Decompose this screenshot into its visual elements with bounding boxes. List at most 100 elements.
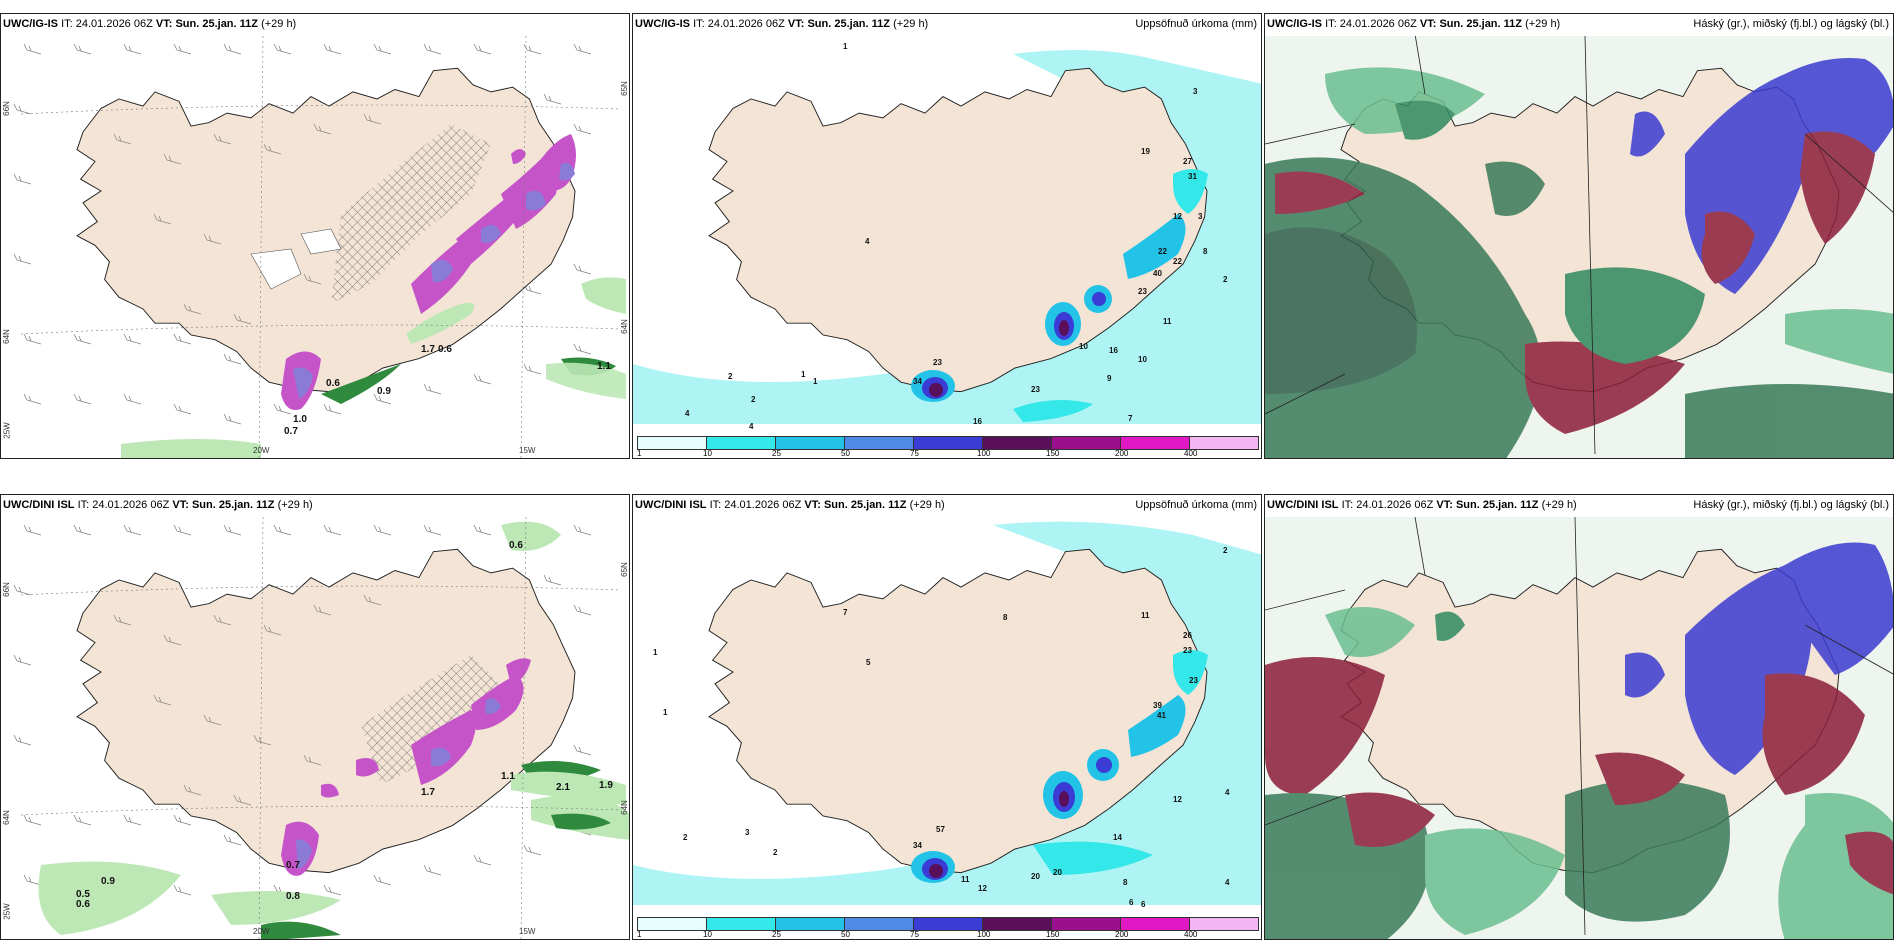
value-label: 31 xyxy=(1188,172,1197,181)
legend-swatch xyxy=(914,918,983,930)
legend-swatch xyxy=(1190,918,1258,930)
legend-tick: 50 xyxy=(841,449,850,458)
value-label: 2 xyxy=(683,833,688,842)
legend-tick: 25 xyxy=(772,449,781,458)
legend-tick: 200 xyxy=(1115,449,1129,458)
value-label: 14 xyxy=(1113,833,1122,842)
value-label: 12 xyxy=(978,884,987,893)
snow-map: 1.0 0.7 0.9 0.6 1.7 0.6 1.1 xyxy=(1,14,629,458)
init-time: 24.01.2026 06Z xyxy=(707,18,785,30)
value-label: 11 xyxy=(1141,611,1150,620)
legend-tick: 50 xyxy=(841,930,850,939)
lat-label: 66N xyxy=(1,101,11,116)
legend-tick: 100 xyxy=(977,449,991,458)
value-label: 23 xyxy=(1183,646,1192,655)
value-label: 10 xyxy=(1138,355,1147,364)
value-label: 3 xyxy=(1198,212,1203,221)
snow-values: 1.0 0.7 0.9 0.6 1.7 0.6 1.1 xyxy=(284,344,611,437)
model-name: UWC/DINI ISL xyxy=(635,499,707,511)
cloud-map xyxy=(1265,33,1893,458)
lead-time: (+29 h) xyxy=(277,499,313,511)
model-name: UWC/IG-IS xyxy=(1267,18,1322,30)
value-label: 4 xyxy=(1225,788,1230,797)
value-label: 22 xyxy=(1158,247,1167,256)
value-label: 20 xyxy=(1031,872,1040,881)
lead-time: (+29 h) xyxy=(261,18,297,30)
lat-label: 64N xyxy=(1,329,11,344)
init-time: 24.01.2026 06Z xyxy=(1356,499,1434,511)
it-label: IT: xyxy=(77,499,90,511)
legend-tick: 10 xyxy=(703,930,712,939)
legend-swatch xyxy=(1190,437,1258,449)
value-label: 5 xyxy=(866,658,871,667)
legend-swatch xyxy=(638,437,707,449)
panel-header: UWC/DINI ISL IT: 24.01.2026 06Z VT: Sun.… xyxy=(1265,495,1893,517)
lead-time: (+29 h) xyxy=(893,18,929,30)
value-label: 34 xyxy=(913,377,922,386)
legend-swatch xyxy=(1052,437,1121,449)
value-label: 10 xyxy=(1079,342,1088,351)
panel-header: UWC/IG-IS IT: 24.01.2026 06Z VT: Sun. 25… xyxy=(1265,14,1893,36)
legend-tick: 100 xyxy=(977,930,991,939)
panel-header: UWC/DINI ISL IT: 24.01.2026 06Z VT: Sun.… xyxy=(1,495,629,517)
cloud-map xyxy=(1265,516,1893,939)
legend-tick: 400 xyxy=(1184,930,1198,939)
value-label: 0.5 xyxy=(76,889,90,900)
lead-time: (+29 h) xyxy=(909,499,945,511)
value-label: 23 xyxy=(1031,385,1040,394)
legend-swatch xyxy=(1052,918,1121,930)
grid-lines xyxy=(20,35,622,458)
value-label: 23 xyxy=(1138,287,1147,296)
value-label: 3 xyxy=(1193,87,1198,96)
value-label: 7 xyxy=(1128,414,1133,423)
vt-label: VT: xyxy=(172,499,189,511)
lat-label: 66N xyxy=(1,582,11,597)
value-label: 1.1 xyxy=(597,361,611,372)
legend-swatch xyxy=(845,918,914,930)
value-label: 1 xyxy=(813,377,818,386)
value-label: 0.9 xyxy=(377,386,391,397)
value-label: 1.9 xyxy=(599,780,613,791)
value-label: 0.6 xyxy=(76,899,90,910)
value-label: 23 xyxy=(1189,676,1198,685)
value-label: 26 xyxy=(1183,631,1192,640)
value-label: 39 xyxy=(1153,701,1162,710)
value-label: 4 xyxy=(1225,878,1230,887)
it-label: IT: xyxy=(693,18,705,30)
value-label: 34 xyxy=(913,841,922,850)
panel-dini-snow: UWC/DINI ISL IT: 24.01.2026 06Z VT: Sun.… xyxy=(0,494,630,940)
panel-title: Uppsöfnuð úrkoma (mm) xyxy=(1135,18,1257,30)
cloud-layers xyxy=(1265,58,1893,458)
legend-tick: 75 xyxy=(910,449,919,458)
grid-lines xyxy=(20,516,622,939)
value-label: 2 xyxy=(1223,546,1228,555)
legend-ticks: 1 10 25 50 75 100 150 200 400 xyxy=(637,449,1259,458)
value-label: 0.6 xyxy=(326,378,340,389)
legend-swatch xyxy=(776,437,845,449)
lead-time: (+29 h) xyxy=(1525,18,1561,30)
snow-map: 0.6 0.7 0.8 0.9 0.5 0.6 1.7 1.9 2.1 1.1 xyxy=(1,495,629,939)
value-label: 0.6 xyxy=(509,540,523,551)
value-label: 1 xyxy=(801,370,806,379)
value-label: 0.6 xyxy=(438,344,452,355)
value-label: 22 xyxy=(1173,257,1182,266)
value-label: 19 xyxy=(1141,147,1150,156)
value-label: 8 xyxy=(1003,613,1008,622)
legend-tick: 150 xyxy=(1046,449,1060,458)
lon-label: 20W xyxy=(253,446,270,455)
value-label: 40 xyxy=(1153,269,1162,278)
panel-title: Háský (gr.), miðský (fj.bl.) og lágský (… xyxy=(1693,499,1889,511)
precip-legend xyxy=(637,436,1259,450)
value-label: 6 xyxy=(1129,898,1134,907)
value-label: 2 xyxy=(728,372,733,381)
precip-cells xyxy=(911,650,1208,883)
lon-label: 25W xyxy=(2,422,12,439)
value-label: 2.1 xyxy=(556,782,570,793)
value-label: 4 xyxy=(865,237,870,246)
panel-dini-precip: UWC/DINI ISL IT: 24.01.2026 06Z VT: Sun.… xyxy=(632,494,1262,940)
legend-tick: 25 xyxy=(772,930,781,939)
panel-title: Háský (gr.), miðský (fj.bl.) og lágský (… xyxy=(1693,18,1889,30)
value-label: 8 xyxy=(1203,247,1208,256)
cloud-layers xyxy=(1265,542,1893,939)
init-time: 24.01.2026 06Z xyxy=(75,18,153,30)
